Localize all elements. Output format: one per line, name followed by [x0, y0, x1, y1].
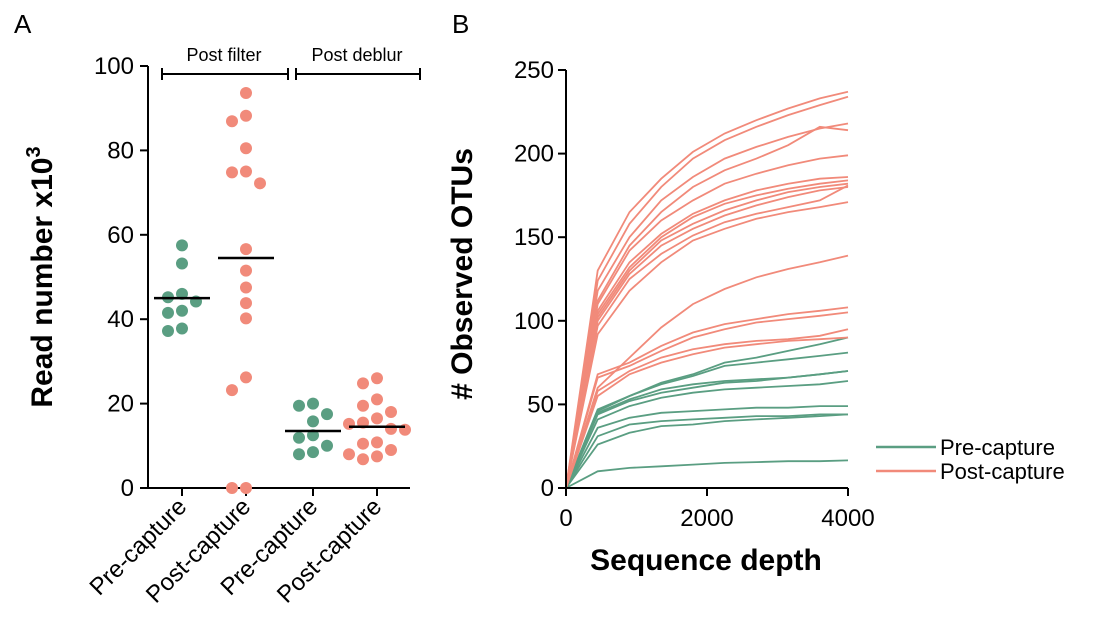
data-point: [385, 423, 397, 435]
data-point: [254, 177, 266, 189]
data-point: [371, 412, 383, 424]
data-point: [226, 115, 238, 127]
panel-a-y-axis: 0 20 40 60 80 100: [94, 53, 148, 502]
data-point: [240, 265, 252, 277]
data-point: [307, 398, 319, 410]
x-tick-label: 4000: [821, 505, 874, 532]
data-point: [226, 166, 238, 178]
data-point: [321, 440, 333, 452]
pre-capture-line: [566, 460, 848, 488]
panel-b-label: B: [452, 9, 469, 39]
y-tick-label: 0: [121, 475, 134, 502]
bracket-post-deblur: [296, 68, 420, 80]
data-point: [293, 448, 305, 460]
data-point: [385, 444, 397, 456]
pre-capture-line: [566, 338, 848, 489]
panel-b-x-axis-title: Sequence depth: [590, 544, 822, 577]
data-point: [293, 400, 305, 412]
y-tick-label: 60: [107, 222, 134, 249]
data-point: [385, 406, 397, 418]
y-tick-label: 200: [514, 141, 554, 168]
data-point: [343, 448, 355, 460]
bracket-post-filter: [162, 68, 288, 80]
data-point: [307, 415, 319, 427]
data-point: [240, 312, 252, 324]
y-tick-label: 100: [514, 308, 554, 335]
y-axis-title-superscript: 3: [23, 146, 45, 157]
data-point: [240, 110, 252, 122]
panel-a-label: A: [14, 9, 32, 39]
data-point: [307, 446, 319, 458]
data-point: [357, 453, 369, 465]
legend-label: Pre-capture: [940, 435, 1055, 460]
data-point: [293, 432, 305, 444]
data-point: [240, 482, 252, 494]
post-capture-line: [566, 202, 848, 488]
panel-a-points: [154, 87, 411, 494]
data-point: [226, 384, 238, 396]
bracket-label-post-filter: Post filter: [186, 45, 261, 65]
data-point: [357, 377, 369, 389]
panel-a-y-axis-title: Read number x103: [23, 146, 59, 407]
post-capture-line: [566, 155, 848, 488]
data-point: [357, 400, 369, 412]
data-point: [240, 297, 252, 309]
bracket-label-post-deblur: Post deblur: [311, 45, 402, 65]
data-point: [240, 87, 252, 99]
data-point: [176, 322, 188, 334]
y-tick-label: 50: [527, 391, 554, 418]
y-tick-label: 80: [107, 137, 134, 164]
data-point: [240, 282, 252, 294]
pre-capture-line: [566, 414, 848, 488]
panel-a-brackets: Post filter Post deblur: [162, 45, 420, 80]
y-tick-label: 40: [107, 306, 134, 333]
data-point: [240, 243, 252, 255]
data-point: [176, 305, 188, 317]
y-tick-label: 100: [94, 53, 134, 80]
y-tick-label: 0: [541, 475, 554, 502]
post-capture-line: [566, 338, 848, 489]
panel-b-y-axis-title: # Observed OTUs: [446, 148, 479, 400]
data-point: [240, 142, 252, 154]
data-point: [240, 166, 252, 178]
data-point: [240, 371, 252, 383]
y-tick-label: 150: [514, 224, 554, 251]
data-point: [226, 482, 238, 494]
y-tick-label: 250: [514, 57, 554, 84]
data-point: [162, 307, 174, 319]
data-point: [371, 436, 383, 448]
data-point: [371, 393, 383, 405]
y-tick-label: 20: [107, 391, 134, 418]
legend-label: Post-capture: [940, 459, 1065, 484]
x-tick-label: 0: [559, 505, 572, 532]
data-point: [371, 450, 383, 462]
data-point: [176, 257, 188, 269]
pre-capture-line: [566, 381, 848, 488]
data-point: [176, 239, 188, 251]
data-point: [162, 325, 174, 337]
pre-capture-line: [566, 414, 848, 488]
panel-a-x-axis: Pre-capturePost-capturePre-capturePost-c…: [84, 488, 387, 608]
data-point: [371, 372, 383, 384]
panel-b-x-axis: 0 2000 4000: [559, 488, 874, 532]
panel-b-lines: [566, 92, 848, 488]
x-tick-label: 2000: [680, 505, 733, 532]
post-capture-line: [566, 97, 848, 488]
data-point: [357, 438, 369, 450]
panel-b-y-axis: 0 50 100 150 200 250: [514, 57, 566, 502]
data-point: [321, 408, 333, 420]
